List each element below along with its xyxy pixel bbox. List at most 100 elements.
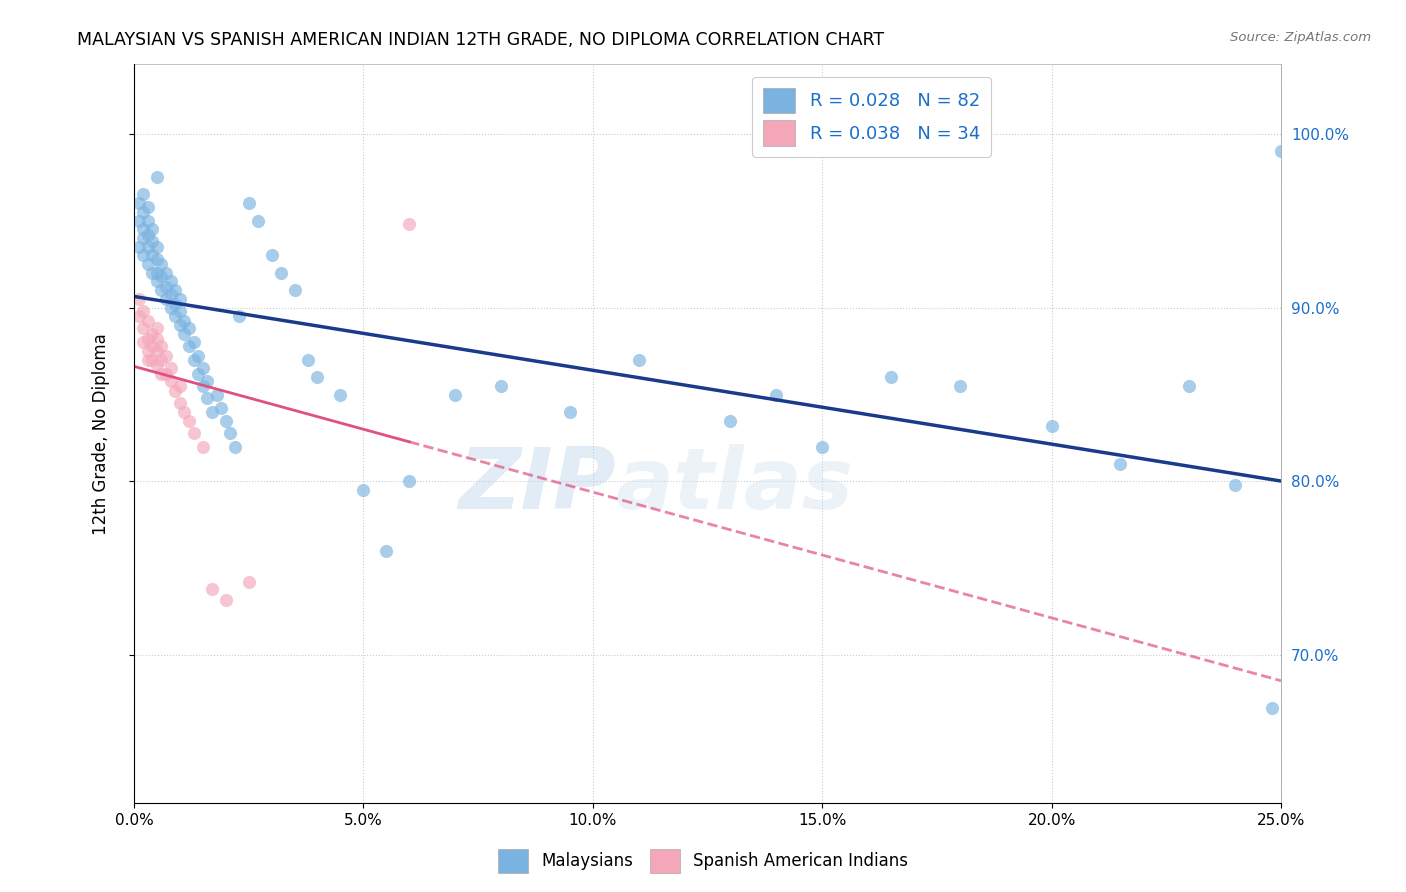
Point	[191, 379, 214, 393]
Point	[191, 361, 214, 376]
Point	[150, 257, 173, 271]
Point	[132, 222, 155, 236]
Point	[132, 231, 155, 245]
Point	[283, 283, 305, 297]
Point	[375, 544, 398, 558]
Point	[141, 266, 163, 280]
Y-axis label: 12th Grade, No Diploma: 12th Grade, No Diploma	[93, 333, 110, 534]
Point	[1270, 144, 1292, 158]
Point	[132, 205, 155, 219]
Point	[146, 275, 169, 289]
Point	[444, 387, 467, 401]
Point	[155, 279, 177, 293]
Point	[398, 475, 420, 489]
Point	[136, 332, 159, 346]
Point	[195, 391, 218, 405]
Point	[169, 304, 191, 318]
Point	[136, 240, 159, 254]
Point	[765, 387, 787, 401]
Point	[215, 592, 238, 607]
Point	[136, 344, 159, 359]
Point	[155, 292, 177, 306]
Point	[141, 352, 163, 367]
Point	[146, 321, 169, 335]
Point	[215, 414, 238, 428]
Point	[183, 352, 205, 367]
Point	[141, 339, 163, 353]
Point	[159, 301, 181, 315]
Point	[132, 187, 155, 202]
Point	[136, 352, 159, 367]
Point	[627, 352, 650, 367]
Point	[201, 582, 224, 597]
Legend: R = 0.028   N = 82, R = 0.038   N = 34: R = 0.028 N = 82, R = 0.038 N = 34	[752, 77, 991, 157]
Point	[201, 405, 224, 419]
Point	[329, 387, 352, 401]
Point	[128, 240, 150, 254]
Point	[224, 440, 246, 454]
Point	[177, 414, 200, 428]
Point	[165, 283, 187, 297]
Point	[1040, 418, 1063, 433]
Point	[169, 292, 191, 306]
Point	[169, 396, 191, 410]
Point	[132, 304, 155, 318]
Point	[141, 326, 163, 341]
Text: Source: ZipAtlas.com: Source: ZipAtlas.com	[1230, 31, 1371, 45]
Point	[238, 575, 260, 590]
Point	[165, 384, 187, 398]
Point	[128, 213, 150, 227]
Point	[209, 401, 232, 416]
Point	[307, 370, 329, 384]
Point	[558, 405, 581, 419]
Point	[191, 440, 214, 454]
Point	[177, 339, 200, 353]
Point	[136, 314, 159, 328]
Point	[219, 425, 242, 440]
Point	[146, 332, 169, 346]
Point	[173, 314, 195, 328]
Point	[136, 227, 159, 242]
Point	[132, 248, 155, 262]
Point	[173, 326, 195, 341]
Point	[155, 367, 177, 381]
Point	[187, 367, 209, 381]
Point	[159, 361, 181, 376]
Point	[228, 310, 250, 324]
Point	[169, 318, 191, 332]
Point	[136, 213, 159, 227]
Point	[136, 257, 159, 271]
Point	[146, 358, 169, 372]
Point	[141, 235, 163, 249]
Point	[489, 379, 512, 393]
Point	[183, 335, 205, 350]
Point	[150, 283, 173, 297]
Point	[246, 213, 269, 227]
Point	[128, 196, 150, 211]
Point	[159, 275, 181, 289]
Point	[949, 379, 972, 393]
Point	[195, 374, 218, 388]
Point	[811, 440, 834, 454]
Point	[270, 266, 292, 280]
Point	[146, 252, 169, 266]
Point	[187, 349, 209, 363]
Point	[146, 240, 169, 254]
Point	[205, 387, 228, 401]
Point	[352, 483, 374, 498]
Point	[141, 222, 163, 236]
Point	[150, 352, 173, 367]
Point	[260, 248, 283, 262]
Point	[880, 370, 903, 384]
Point	[720, 414, 742, 428]
Point	[146, 170, 169, 185]
Point	[238, 196, 260, 211]
Point	[159, 286, 181, 301]
Point	[165, 310, 187, 324]
Point	[132, 321, 155, 335]
Point	[150, 339, 173, 353]
Text: MALAYSIAN VS SPANISH AMERICAN INDIAN 12TH GRADE, NO DIPLOMA CORRELATION CHART: MALAYSIAN VS SPANISH AMERICAN INDIAN 12T…	[77, 31, 884, 49]
Point	[136, 200, 159, 214]
Point	[173, 405, 195, 419]
Point	[1109, 457, 1132, 471]
